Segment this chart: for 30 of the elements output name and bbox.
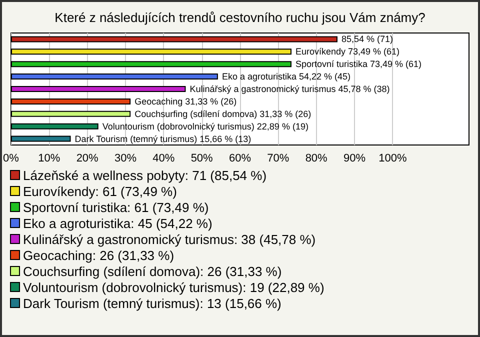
- data-label: Dark Tourism (temný turismus) 15,66 % (13): [74, 134, 252, 144]
- text: Kulinářský a gastronomický turismus: 38 (45,78 %): [23, 232, 316, 246]
- text: Voluntourism (dobrovolnický turismus): 19 (22,89 %): [23, 280, 324, 294]
- x-tick-label: 10%: [38, 152, 60, 164]
- x-tick-label: 40%: [152, 152, 175, 164]
- x-tick-label: 20%: [76, 152, 99, 164]
- chart-title: Které z následujících trendů cestovního ruchu jsou Vám známy?: [54, 10, 426, 25]
- text: Couchsurfing (sdílení domova): 26 (31,33 %): [23, 264, 282, 278]
- data-label: Sportovní turistika 73,49 % (61): [295, 59, 422, 70]
- data-label: 85,54 % (71): [341, 34, 394, 44]
- data-label: Eurovíkendy 73,49 % (61): [295, 46, 400, 57]
- text: Geocaching: 26 (31,33 %): [23, 248, 174, 262]
- text: Sportovní turistika: 61 (73,49 %): [23, 200, 209, 214]
- x-tick-label: 0%: [3, 152, 20, 164]
- data-label: Geocaching 31,33 % (26): [134, 96, 237, 106]
- x-tick-label: 100%: [378, 152, 407, 164]
- data-label: Voluntourism (dobrovolnický turismus) 22,89 % (19): [102, 121, 308, 132]
- x-tick-label: 60%: [228, 152, 252, 164]
- data-label: Eko a agroturistika 54,22 % (45): [222, 72, 351, 82]
- x-tick-label: 30%: [114, 152, 137, 164]
- x-tick-label: 90%: [343, 152, 366, 164]
- text: Eko a agroturistika: 45 (54,22 %): [23, 216, 212, 230]
- x-tick-label: 70%: [267, 152, 290, 164]
- text: Dark Tourism (temný turismus): 13 (15,66 %): [23, 296, 282, 310]
- text: Eurovíkendy: 61 (73,49 %): [23, 184, 177, 198]
- x-tick-label: 80%: [305, 152, 328, 164]
- data-label: Kulinářský a gastronomický turismus 45,78 % (38): [190, 84, 390, 94]
- data-label: Couchsurfing (sdílení domova) 31,33 % (26): [134, 108, 312, 119]
- x-tick-label: 50%: [190, 152, 214, 164]
- text: Lázeňské a wellness pobyty: 71 (85,54 %): [23, 168, 267, 182]
